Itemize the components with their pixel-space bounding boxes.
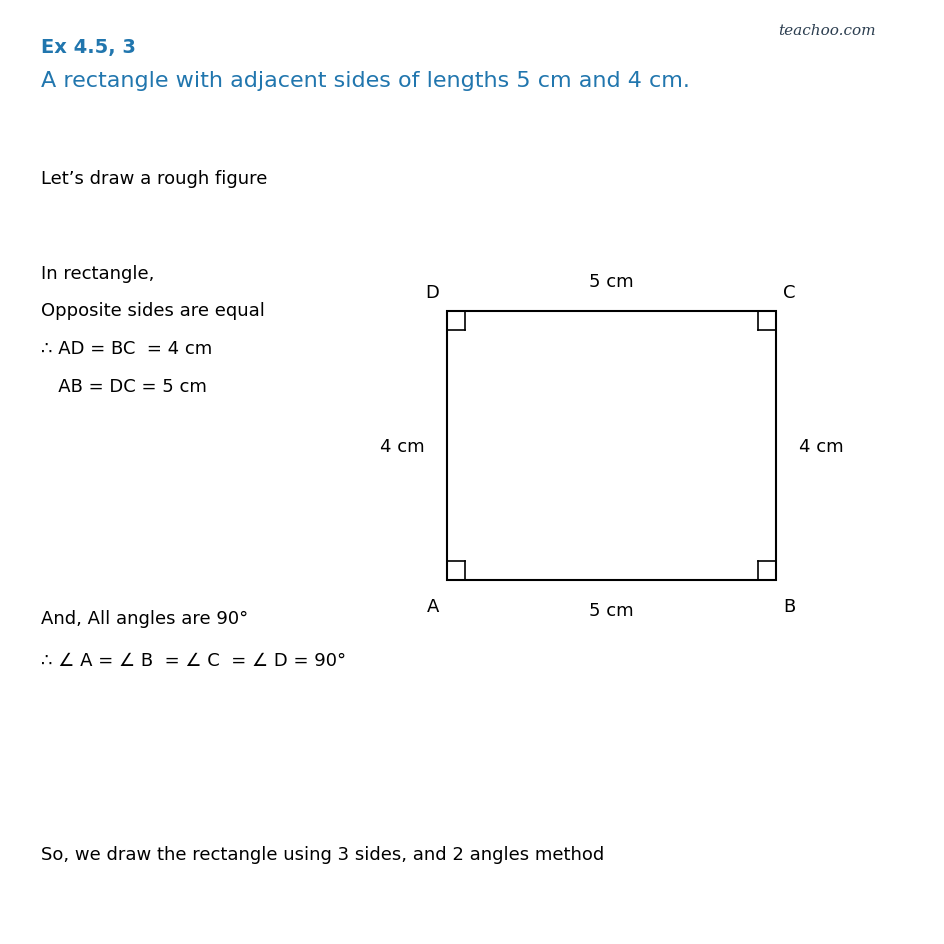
Text: 4 cm: 4 cm: [798, 437, 842, 455]
Text: AB = DC = 5 cm: AB = DC = 5 cm: [41, 378, 207, 396]
Text: 5 cm: 5 cm: [588, 601, 633, 619]
Text: A rectangle with adjacent sides of lengths 5 cm and 4 cm.: A rectangle with adjacent sides of lengt…: [41, 71, 689, 91]
Text: And, All angles are 90°: And, All angles are 90°: [41, 609, 247, 627]
Text: ∴ AD = BC  = 4 cm: ∴ AD = BC = 4 cm: [41, 340, 211, 358]
Text: teachoo.com: teachoo.com: [777, 24, 874, 38]
Text: Opposite sides are equal: Opposite sides are equal: [41, 302, 264, 320]
Text: Let’s draw a rough figure: Let’s draw a rough figure: [41, 170, 267, 188]
Text: A: A: [427, 598, 439, 615]
Text: D: D: [425, 284, 439, 302]
Bar: [447, 312, 775, 581]
Text: C: C: [783, 284, 795, 302]
Text: 4 cm: 4 cm: [379, 437, 424, 455]
Text: 5 cm: 5 cm: [588, 273, 633, 291]
Text: So, we draw the rectangle using 3 sides, and 2 angles method: So, we draw the rectangle using 3 sides,…: [41, 845, 603, 863]
Text: In rectangle,: In rectangle,: [41, 264, 154, 282]
Text: B: B: [783, 598, 795, 615]
Text: Ex 4.5, 3: Ex 4.5, 3: [41, 38, 135, 57]
Text: ∴ ∠ A = ∠ B  = ∠ C  = ∠ D = 90°: ∴ ∠ A = ∠ B = ∠ C = ∠ D = 90°: [41, 651, 346, 669]
